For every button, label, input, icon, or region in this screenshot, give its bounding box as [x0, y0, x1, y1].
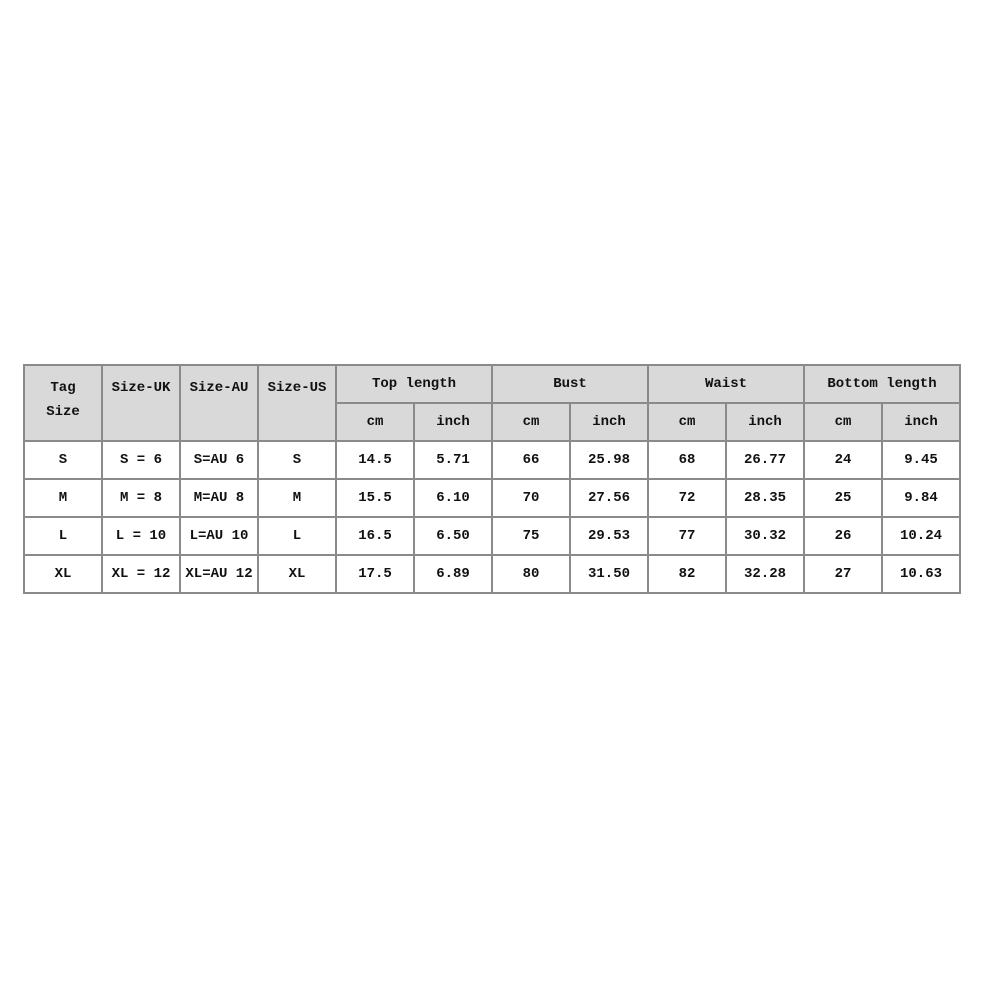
- table-cell: XL=AU 12: [179, 554, 259, 594]
- header-waist: Waist: [647, 364, 805, 404]
- header-unit-inch: inch: [725, 402, 805, 442]
- table-cell: 32.28: [725, 554, 805, 594]
- table-cell: 72: [647, 478, 727, 518]
- header-tag-line1: Tag: [50, 380, 76, 396]
- table-cell: L: [23, 516, 103, 556]
- table-cell: 6.89: [413, 554, 493, 594]
- table-cell: 82: [647, 554, 727, 594]
- table-cell: 17.5: [335, 554, 415, 594]
- table-cell: 9.45: [881, 440, 961, 480]
- header-size-us: Size-US: [257, 364, 337, 442]
- table-cell: 80: [491, 554, 571, 594]
- table-cell: 25: [803, 478, 883, 518]
- header-tag-line2: Size: [46, 404, 80, 420]
- table-cell: 66: [491, 440, 571, 480]
- table-cell: 31.50: [569, 554, 649, 594]
- table-cell: 14.5: [335, 440, 415, 480]
- table-cell: 28.35: [725, 478, 805, 518]
- table-cell: 16.5: [335, 516, 415, 556]
- table-cell: 27.56: [569, 478, 649, 518]
- table-cell: M = 8: [101, 478, 181, 518]
- header-unit-cm: cm: [647, 402, 727, 442]
- table-cell: 75: [491, 516, 571, 556]
- header-unit-inch: inch: [569, 402, 649, 442]
- table-cell: 6.10: [413, 478, 493, 518]
- table-cell: 24: [803, 440, 883, 480]
- table-cell: 10.24: [881, 516, 961, 556]
- header-unit-inch: inch: [413, 402, 493, 442]
- table-cell: 30.32: [725, 516, 805, 556]
- header-row-units: cm inch cm inch cm inch cm inch: [24, 402, 961, 442]
- header-unit-cm: cm: [803, 402, 883, 442]
- table-cell: L: [257, 516, 337, 556]
- table-cell: 29.53: [569, 516, 649, 556]
- table-cell: S = 6: [101, 440, 181, 480]
- table-cell: 27: [803, 554, 883, 594]
- table-cell: 15.5: [335, 478, 415, 518]
- table-cell: L=AU 10: [179, 516, 259, 556]
- header-row-groups: Tag Size Size-UK Size-AU Size-US Top len…: [23, 364, 961, 442]
- table-cell: 6.50: [413, 516, 493, 556]
- table-cell: 26: [803, 516, 883, 556]
- table-cell: M: [257, 478, 337, 518]
- header-bottom-length: Bottom length: [803, 364, 961, 404]
- table-cell: 10.63: [881, 554, 961, 594]
- table-cell: 5.71: [413, 440, 493, 480]
- table-cell: 77: [647, 516, 727, 556]
- header-size-uk: Size-UK: [101, 364, 181, 442]
- header-tag-size: Tag Size: [23, 364, 103, 442]
- table-cell: M=AU 8: [179, 478, 259, 518]
- header-unit-inch: inch: [881, 402, 961, 442]
- table-cell: S: [23, 440, 103, 480]
- header-bust: Bust: [491, 364, 649, 404]
- table-cell: XL = 12: [101, 554, 181, 594]
- table-cell: S: [257, 440, 337, 480]
- table-cell: 25.98: [569, 440, 649, 480]
- table-cell: 70: [491, 478, 571, 518]
- table-cell: L = 10: [101, 516, 181, 556]
- table-cell: XL: [257, 554, 337, 594]
- size-chart-table: Tag Size Size-UK Size-AU Size-US Top len…: [23, 364, 961, 594]
- table-cell: S=AU 6: [179, 440, 259, 480]
- header-size-au: Size-AU: [179, 364, 259, 442]
- table-row: XL XL = 12 XL=AU 12 XL 17.5 6.89 80 31.50 82 32.2…: [23, 554, 961, 594]
- table-cell: 68: [647, 440, 727, 480]
- table-cell: M: [23, 478, 103, 518]
- table-cell: XL: [23, 554, 103, 594]
- header-unit-cm: cm: [335, 402, 415, 442]
- table-cell: 26.77: [725, 440, 805, 480]
- header-top-length: Top length: [335, 364, 493, 404]
- table-cell: 9.84: [881, 478, 961, 518]
- header-unit-cm: cm: [491, 402, 571, 442]
